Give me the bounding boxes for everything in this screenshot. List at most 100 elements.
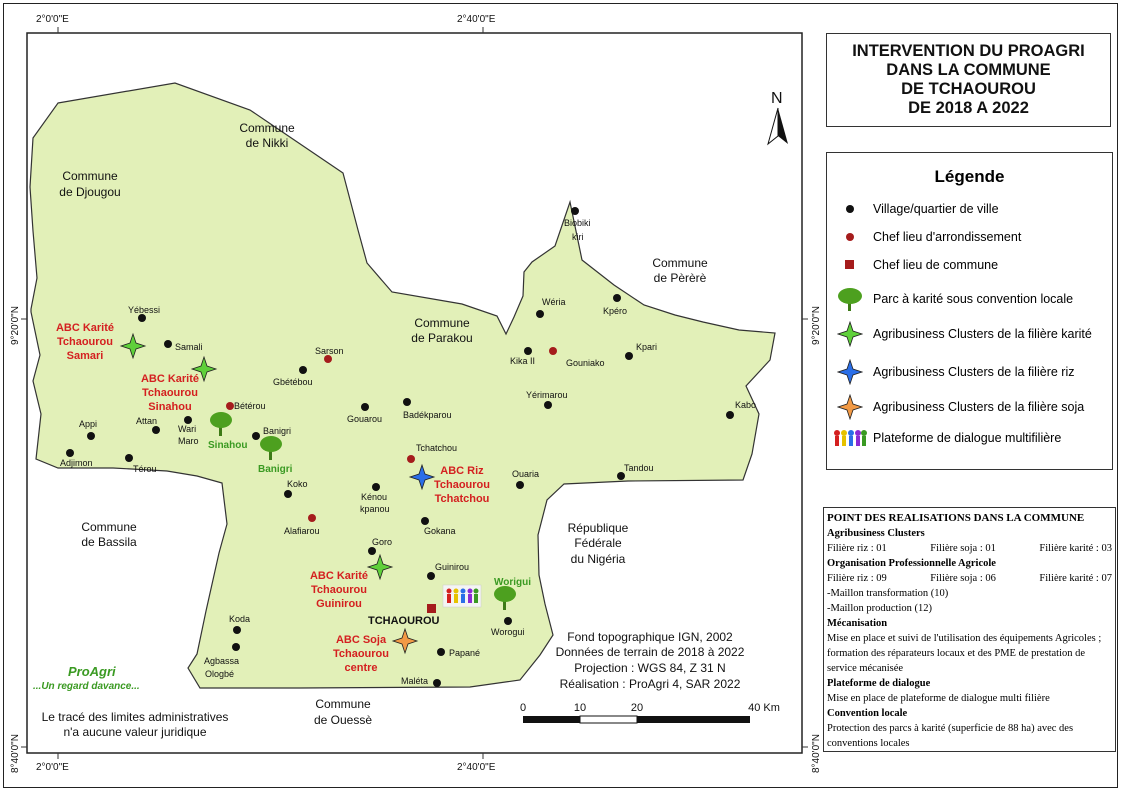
legend-item: Village/quartier de ville <box>827 198 999 220</box>
scale-label: 0 <box>520 702 526 714</box>
grid-label-right-lower: 8°40'0"N <box>811 734 822 773</box>
neighbor-perere-line2: de Pèrèrè <box>654 271 707 285</box>
cluster-label: Tchaourou <box>434 479 490 491</box>
meca-section-title: Mécanisation <box>827 618 888 629</box>
legend-item: Chef lieu de commune <box>827 254 998 276</box>
village-label: Koko <box>287 479 308 489</box>
village-label: Wari <box>178 424 196 434</box>
disclaimer-line: n'a aucune valeur juridique <box>63 725 206 739</box>
title-line: DANS LA COMMUNE <box>886 61 1051 79</box>
village-label: kpanou <box>360 504 390 514</box>
village-dot-icon <box>846 205 854 213</box>
grid-label-top-left: 2°0'0"E <box>36 14 69 25</box>
village-label: Kika II <box>510 356 535 366</box>
neighbor-nigeria-line3: du Nigéria <box>571 552 626 566</box>
cluster-label: ABC Karité <box>141 373 199 385</box>
legend-item-label: Plateforme de dialogue multifilière <box>873 431 1062 445</box>
plateforme-section-title: Plateforme de dialogue <box>827 678 931 689</box>
blue-star-icon <box>837 359 863 385</box>
chef-lieu-arrondissement-icon <box>846 233 854 241</box>
scale-label: 10 <box>574 702 586 714</box>
village-label: Yérimarou <box>526 390 568 400</box>
cluster-label: ABC Karité <box>56 322 114 334</box>
karite-tree-icon <box>210 412 232 436</box>
village-label: Gouarou <box>347 414 382 424</box>
realisations-title: POINT DES REALISATIONS DANS LA COMMUNE <box>827 512 1085 524</box>
convention-section-title: Convention locale <box>827 708 908 719</box>
cluster-label: Sinahou <box>148 401 191 413</box>
village-label: Worogui <box>491 627 524 637</box>
grid-label-bottom-left: 2°0'0"E <box>36 762 69 773</box>
source-line: Projection : WGS 84, Z 31 N <box>574 661 725 675</box>
title-line: DE TCHAOUROU <box>901 80 1036 98</box>
cluster-label: ABC Riz <box>440 465 484 477</box>
karite-cluster-star-icon <box>119 332 147 360</box>
cluster-label: centre <box>344 662 377 674</box>
abc-section-title: Agribusiness Clusters <box>827 528 925 539</box>
village-label: Alafiarou <box>284 526 320 536</box>
cluster-label: Guinirou <box>316 598 362 610</box>
grid-label-left-upper: 9°20'0"N <box>10 306 21 345</box>
legend-item: Agribusiness Clusters de la filière riz <box>827 359 1075 385</box>
village-label: Adjimon <box>60 458 93 468</box>
neighbor-nigeria-line2: Fédérale <box>574 536 622 550</box>
village-label: Badékparou <box>403 410 452 420</box>
village-label: Goro <box>372 537 392 547</box>
village-label: Kabo <box>735 400 756 410</box>
cluster-label: ABC Karité <box>310 570 368 582</box>
legend-item-label: Village/quartier de ville <box>873 202 999 216</box>
village-label: Sarson <box>315 346 344 356</box>
chef-lieu-commune-icon <box>845 260 854 269</box>
neighbor-perere-line1: Commune <box>652 256 708 270</box>
village-label: Kénou <box>361 492 387 502</box>
village-label: Papané <box>449 648 480 658</box>
cluster-label: ABC Soja <box>336 634 387 646</box>
village-label: Bétérou <box>234 401 266 411</box>
legend-item: Agribusiness Clusters de la filière soja <box>827 394 1085 420</box>
legend-panel: Légende Village/quartier de ville Chef l… <box>826 152 1113 470</box>
people-icon <box>442 584 482 608</box>
source-line: Réalisation : ProAgri 4, SAR 2022 <box>560 677 741 691</box>
plateforme-text: Mise en place de plateforme de dialogue … <box>827 693 1050 704</box>
green-star-icon <box>837 321 863 347</box>
cluster-label: Tchaourou <box>142 387 198 399</box>
svg-text:...Un regard davance...: ...Un regard davance... <box>33 681 140 692</box>
neighbor-bassila-line1: Commune <box>81 520 137 534</box>
legend-item-label: Chef lieu d'arrondissement <box>873 230 1022 244</box>
village-label: Térou <box>133 464 157 474</box>
cluster-label: Tchatchou <box>435 493 490 505</box>
neighbor-nigeria-line1: République <box>568 521 629 535</box>
karite-tree-icon <box>494 586 516 610</box>
legend-title: Légende <box>934 167 1005 186</box>
abc-counts: Filière riz : 01 Filière soja : 01 Filiè… <box>827 543 1112 554</box>
cluster-label: Tchaourou <box>311 584 367 596</box>
people-icon <box>834 430 867 446</box>
grid-label-left-lower: 8°40'0"N <box>10 734 21 773</box>
riz-cluster-star-icon <box>408 463 436 491</box>
village-label: Gokana <box>424 526 456 536</box>
neighbor-ouesse-line2: de Ouessè <box>314 713 372 727</box>
opa-line: -Maillon transformation (10) <box>827 588 949 599</box>
village-label: Yébessi <box>128 305 160 315</box>
neighbor-nikki-line2: de Nikki <box>246 136 289 150</box>
tchaourou-commune-area <box>29 82 776 689</box>
village-label: Banigri <box>263 426 291 436</box>
village-label: Kpéro <box>603 306 627 316</box>
village-label: Kpari <box>636 342 657 352</box>
village-label: Maro <box>178 436 199 446</box>
legend-item-label: Agribusiness Clusters de la filière soja <box>873 400 1085 414</box>
neighbor-djougou-line2: de Djougou <box>59 185 120 199</box>
legend-item-label: Agribusiness Clusters de la filière riz <box>873 365 1075 379</box>
grid-label-top-mid: 2°40'0"E <box>457 14 496 25</box>
graticule-ticks <box>21 27 808 759</box>
proagri-logo: ProAgri ...Un regard davance... <box>33 664 140 692</box>
opa-section-title: Organisation Professionnelle Agricole <box>827 558 996 569</box>
neighbor-ouesse-line1: Commune <box>315 697 371 711</box>
grid-label-bottom-mid: 2°40'0"E <box>457 762 496 773</box>
cluster-label: Tchaourou <box>333 648 389 660</box>
village-label: Biobiki <box>564 218 591 228</box>
village-label: Appi <box>79 419 97 429</box>
legend-item-label: Chef lieu de commune <box>873 258 999 272</box>
legend-item-label: Parc à karité sous convention locale <box>873 292 1074 306</box>
legend-item: Plateforme de dialogue multifilière <box>827 427 1061 449</box>
